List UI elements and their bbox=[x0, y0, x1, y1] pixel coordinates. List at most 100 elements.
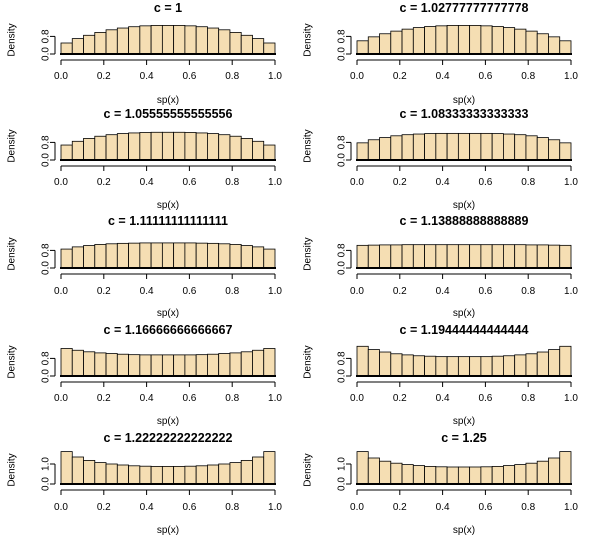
chart-title: c = 1.13888888888889 bbox=[400, 214, 529, 228]
x-tick-label: 0.2 bbox=[393, 71, 407, 82]
chart-title: c = 1.19444444444444 bbox=[400, 323, 529, 337]
histogram-bar bbox=[128, 242, 141, 269]
histogram-bar bbox=[412, 133, 425, 161]
histogram-bar bbox=[514, 134, 527, 161]
histogram-bar bbox=[424, 133, 437, 161]
chart-title: c = 1.22222222222222 bbox=[104, 431, 233, 445]
histogram-bar bbox=[412, 27, 425, 55]
x-tick-label: 0.0 bbox=[350, 393, 364, 404]
x-tick-label: 0.0 bbox=[54, 286, 68, 297]
histogram-panel: c = 1.08333333333333 0.0 0.2 0.4 0.6 0.8 1.0 sp… bbox=[303, 107, 579, 211]
histogram-bar bbox=[548, 139, 561, 161]
y-axis-label: Density bbox=[7, 453, 18, 486]
x-tick-label: 0.6 bbox=[182, 393, 196, 404]
histogram-bar bbox=[184, 25, 197, 55]
histogram-bar bbox=[469, 132, 482, 161]
histogram-bar bbox=[356, 345, 369, 377]
histogram-bar bbox=[105, 29, 118, 55]
histogram-bar bbox=[491, 133, 504, 161]
x-tick-label: 0.4 bbox=[140, 286, 154, 297]
histogram-bar bbox=[412, 355, 425, 377]
histogram-bar bbox=[503, 27, 516, 55]
histogram-bar bbox=[94, 462, 107, 485]
histogram-bar bbox=[525, 353, 538, 377]
histogram-bar bbox=[480, 132, 493, 161]
x-tick-label: 0.8 bbox=[521, 393, 535, 404]
histogram-bar bbox=[514, 464, 527, 485]
x-tick-label: 0.4 bbox=[140, 502, 154, 513]
histogram-bar bbox=[469, 244, 482, 269]
histogram-bar bbox=[263, 348, 276, 377]
histogram-bar bbox=[83, 351, 96, 377]
histogram-bar bbox=[491, 26, 504, 55]
x-tick-label: 0.2 bbox=[97, 502, 111, 513]
histogram-bar bbox=[161, 131, 175, 161]
x-axis-label: sp(x) bbox=[453, 95, 475, 106]
histogram-bar bbox=[401, 134, 414, 161]
x-tick-label: 0.2 bbox=[393, 393, 407, 404]
histogram-bar bbox=[173, 354, 186, 377]
histogram-bar bbox=[503, 465, 516, 485]
histogram-bar bbox=[263, 42, 276, 55]
histogram-bar bbox=[503, 244, 516, 269]
x-axis-label: sp(x) bbox=[157, 200, 179, 211]
x-tick-label: 0.8 bbox=[225, 502, 239, 513]
histogram-bar bbox=[480, 25, 493, 55]
x-tick-label: 0.6 bbox=[478, 393, 492, 404]
y-tick-label: 0.8 bbox=[41, 29, 52, 43]
histogram-bar bbox=[401, 464, 414, 485]
x-tick-label: 0.8 bbox=[521, 286, 535, 297]
y-tick-label: 0.0 bbox=[41, 153, 52, 167]
histogram-bar bbox=[184, 242, 197, 269]
histogram-bar bbox=[401, 244, 414, 269]
histogram-bar bbox=[424, 244, 437, 269]
histogram-bar bbox=[548, 36, 561, 55]
histogram-bar bbox=[173, 242, 186, 269]
x-tick-label: 0.0 bbox=[350, 502, 364, 513]
histogram-bar bbox=[457, 356, 471, 377]
x-tick-label: 0.4 bbox=[436, 393, 450, 404]
histogram-bar bbox=[367, 139, 380, 161]
histogram-bar bbox=[480, 244, 493, 269]
x-tick-label: 0.4 bbox=[436, 286, 450, 297]
histogram-bar bbox=[536, 460, 549, 485]
histogram-bar bbox=[184, 465, 197, 485]
histogram-bar bbox=[525, 244, 538, 269]
histogram-bar bbox=[367, 349, 380, 377]
histogram-bar bbox=[207, 133, 220, 161]
y-tick-label: 0.0 bbox=[41, 369, 52, 383]
histogram-bar bbox=[71, 246, 84, 269]
y-tick-label: 0.0 bbox=[337, 369, 348, 383]
histogram-bar bbox=[218, 353, 231, 377]
histogram-bar bbox=[240, 34, 253, 55]
x-tick-label: 0.8 bbox=[521, 71, 535, 82]
histogram-panel: c = 1.11111111111111 0.0 0.2 0.4 0.6 0.8 1.0 sp… bbox=[7, 214, 283, 319]
chart-title: c = 1.16666666666667 bbox=[104, 323, 233, 337]
histogram-bar bbox=[379, 137, 392, 161]
histogram-bar bbox=[229, 32, 242, 55]
histogram-bar bbox=[536, 33, 549, 55]
histogram-bar bbox=[503, 133, 516, 161]
histogram-bar bbox=[150, 131, 163, 161]
x-tick-label: 0.6 bbox=[478, 71, 492, 82]
histogram-bar bbox=[536, 137, 549, 161]
x-tick-label: 1.0 bbox=[564, 502, 578, 513]
histogram-bar bbox=[514, 28, 527, 55]
histogram-bar bbox=[514, 354, 527, 377]
histogram-bar bbox=[412, 244, 425, 269]
histogram-panel: c = 1.25 0.0 0.2 0.4 0.6 0.8 1.0 sp(x) 0.0 1.0 Den… bbox=[303, 431, 579, 536]
x-axis-label: sp(x) bbox=[453, 200, 475, 211]
x-tick-label: 0.4 bbox=[140, 393, 154, 404]
histogram-bar bbox=[435, 132, 448, 161]
histogram-bar bbox=[390, 353, 403, 377]
x-axis-label: sp(x) bbox=[453, 525, 475, 536]
x-tick-label: 0.8 bbox=[521, 177, 535, 188]
histogram-bar bbox=[390, 30, 403, 55]
histogram-bar bbox=[128, 354, 141, 377]
histogram-bar bbox=[184, 354, 197, 377]
x-axis-label: sp(x) bbox=[157, 308, 179, 319]
histogram-bar bbox=[173, 465, 186, 485]
histogram-bar bbox=[83, 245, 96, 269]
histogram-bar bbox=[195, 242, 208, 269]
